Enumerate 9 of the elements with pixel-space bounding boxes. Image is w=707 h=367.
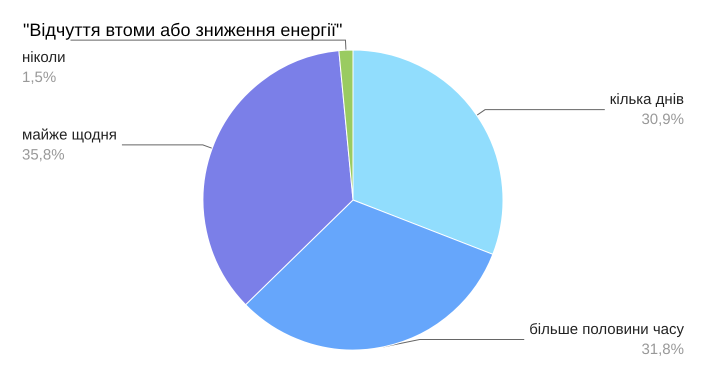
data-label: 30,9% — [641, 111, 684, 128]
data-label: 35,8% — [22, 146, 65, 164]
slice-label: більше половини часу — [529, 321, 684, 338]
slice-label: ніколи — [22, 49, 66, 66]
slice-label: майже щодня — [22, 126, 117, 144]
slice-label: кілька днів — [610, 91, 684, 108]
data-label: 31,8% — [641, 341, 684, 358]
data-label: 1,5% — [22, 69, 56, 86]
chart-title: "Відчуття втоми або зниження енергії" — [23, 20, 342, 40]
